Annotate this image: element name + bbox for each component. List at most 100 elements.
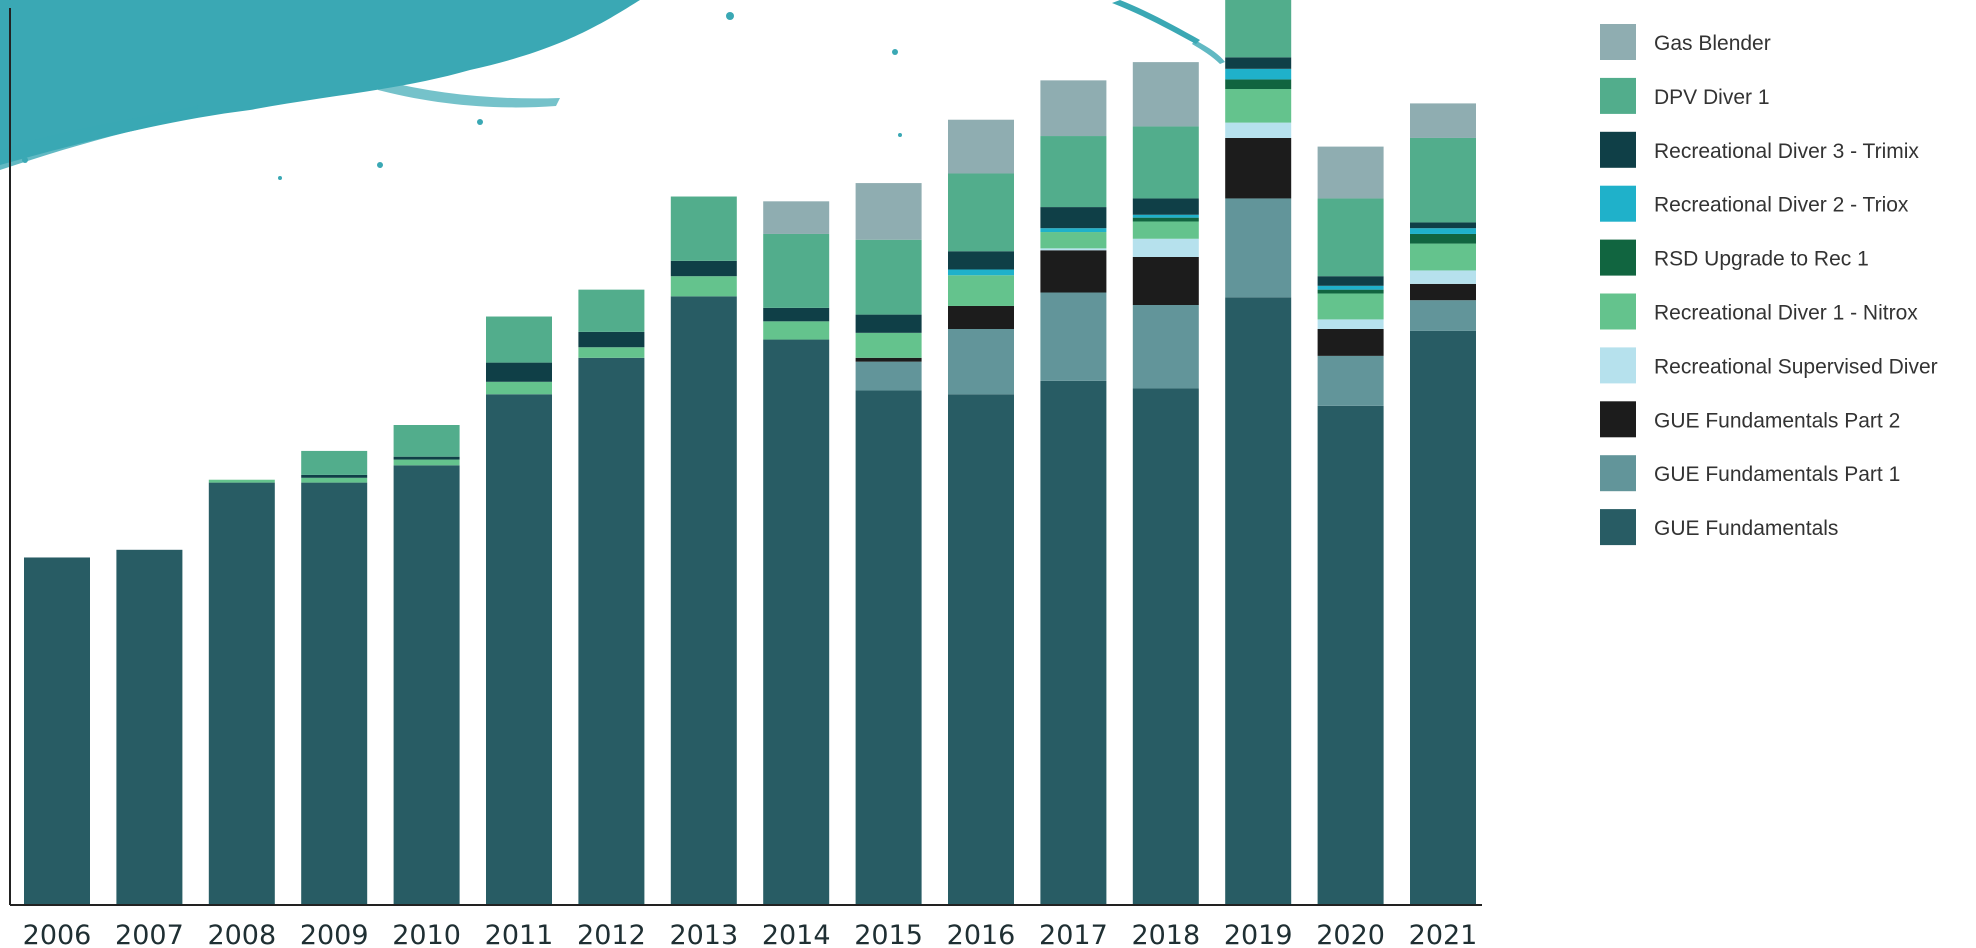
bar-segment-2011-0 — [486, 394, 552, 905]
bar-segment-2019-8 — [1225, 0, 1292, 58]
legend-swatch — [1600, 509, 1636, 546]
bar-segment-2020-0 — [1317, 405, 1384, 905]
bar-segment-2021-6 — [1410, 228, 1476, 234]
x-tick-label: 2009 — [300, 920, 369, 948]
bar-segment-2018-6 — [1132, 214, 1199, 218]
bar-segment-2010-8 — [393, 425, 460, 457]
legend-label: Recreational Supervised Diver — [1654, 355, 1938, 378]
bar-segment-2016-7 — [948, 251, 1014, 270]
bar-segment-2019-5 — [1225, 79, 1292, 89]
bar-segment-2015-7 — [855, 314, 922, 333]
legend-label: GUE Fundamentals — [1654, 517, 1838, 540]
bar-segment-2020-4 — [1317, 293, 1384, 320]
legend-swatch — [1600, 24, 1636, 60]
bar-segment-2014-0 — [763, 339, 830, 905]
axes — [9, 8, 1482, 906]
legend-item: GUE Fundamentals Part 2 — [1600, 401, 1900, 438]
bar-segment-2021-2 — [1410, 283, 1476, 301]
bar-segment-2021-7 — [1410, 222, 1476, 229]
bar-segment-2018-0 — [1132, 388, 1199, 905]
bar-segment-2015-0 — [855, 390, 922, 905]
bar-segment-2021-9 — [1410, 103, 1476, 138]
bar-segment-2009-7 — [301, 474, 368, 478]
bar-segment-2021-0 — [1410, 330, 1476, 905]
bar-segment-2013-8 — [670, 196, 737, 261]
bar-segment-2017-8 — [1040, 136, 1107, 208]
bar-segment-2019-7 — [1225, 57, 1292, 69]
legend-swatch — [1600, 185, 1636, 222]
legend-item: Recreational Diver 3 - Trimix — [1600, 131, 1919, 168]
legend-item: DPV Diver 1 — [1600, 77, 1770, 114]
bar-segment-2008-4 — [208, 479, 275, 483]
bar-segment-2015-9 — [855, 183, 922, 240]
bar-segment-2008-0 — [208, 482, 275, 905]
bar-segment-2010-0 — [393, 465, 460, 905]
x-tick-label: 2014 — [762, 920, 831, 948]
bar-segment-2018-2 — [1132, 257, 1199, 305]
bar-segment-2020-9 — [1317, 146, 1384, 199]
x-tick-label: 2015 — [854, 920, 923, 948]
bar-segment-2006-0 — [24, 557, 90, 905]
bar-segment-2012-7 — [578, 331, 645, 348]
bar-segment-2017-3 — [1040, 248, 1107, 251]
legend-label: GUE Fundamentals Part 2 — [1654, 409, 1900, 432]
bar-segment-2014-4 — [763, 321, 830, 340]
bar-segment-2016-8 — [948, 173, 1014, 252]
legend-item: RSD Upgrade to Rec 1 — [1600, 239, 1869, 276]
legend-swatch — [1600, 131, 1636, 168]
bar-segment-2020-1 — [1317, 355, 1384, 406]
bar-segment-2016-1 — [948, 329, 1014, 395]
bar-segment-2009-4 — [301, 477, 368, 483]
x-tick-label: 2020 — [1316, 920, 1385, 948]
x-tick-label: 2019 — [1224, 920, 1293, 948]
bar-segment-2017-4 — [1040, 232, 1107, 249]
legend-swatch — [1600, 455, 1636, 492]
bar-segment-2016-2 — [948, 305, 1014, 329]
bar-segment-2021-1 — [1410, 300, 1476, 331]
bar-segment-2017-7 — [1040, 207, 1107, 229]
x-tick-label: 2013 — [669, 920, 738, 948]
bar-segment-2018-4 — [1132, 221, 1199, 239]
x-tick-label: 2016 — [947, 920, 1016, 948]
legend-item: Recreational Diver 2 - Triox — [1600, 185, 1909, 222]
legend-label: Gas Blender — [1654, 32, 1771, 55]
bar-segment-2012-8 — [578, 289, 645, 332]
bar-segment-2020-7 — [1317, 276, 1384, 286]
bar-segment-2018-1 — [1132, 305, 1199, 389]
x-tick-label: 2010 — [392, 920, 461, 948]
bar-segment-2019-1 — [1225, 198, 1292, 298]
bar-segment-2017-9 — [1040, 80, 1107, 137]
legend-label: Recreational Diver 3 - Trimix — [1654, 140, 1919, 163]
bar-segment-2014-7 — [763, 307, 830, 322]
x-tick-label: 2008 — [207, 920, 276, 948]
bar-segment-2010-4 — [393, 459, 460, 466]
bar-segment-2007-0 — [116, 549, 183, 905]
bar-segment-2021-5 — [1410, 233, 1476, 244]
bar-segment-2018-7 — [1132, 198, 1199, 215]
bar-segment-2014-9 — [763, 201, 830, 234]
bar-segment-2018-5 — [1132, 217, 1199, 222]
x-tick-label: 2007 — [115, 920, 184, 948]
legend-item: Recreational Supervised Diver — [1600, 347, 1938, 384]
bar-segment-2019-2 — [1225, 137, 1292, 199]
bar-segment-2015-8 — [855, 239, 922, 315]
bar-segment-2009-8 — [301, 450, 368, 475]
legend: Gas Blender DPV Diver 1 Recreational Diver… — [1600, 24, 1938, 546]
bar-segment-2019-0 — [1225, 297, 1292, 905]
bar-segment-2018-8 — [1132, 126, 1199, 199]
legend-item: GUE Fundamentals Part 1 — [1600, 455, 1900, 492]
legend-label: Recreational Diver 2 - Triox — [1654, 194, 1909, 217]
bar-segment-2013-7 — [670, 260, 737, 277]
legend-swatch — [1600, 347, 1636, 384]
bar-segment-2021-3 — [1410, 270, 1476, 284]
legend-label: Recreational Diver 1 - Nitrox — [1654, 302, 1918, 325]
x-tick-label: 2021 — [1409, 920, 1478, 948]
x-tick-label: 2017 — [1039, 920, 1108, 948]
legend-label: GUE Fundamentals Part 1 — [1654, 463, 1900, 486]
bar-segment-2011-4 — [486, 381, 552, 395]
bar-segment-2019-4 — [1225, 89, 1292, 123]
bar-segment-2016-4 — [948, 275, 1014, 306]
legend-item: Recreational Diver 1 - Nitrox — [1600, 293, 1918, 330]
legend-item: Gas Blender — [1600, 24, 1771, 60]
legend-swatch — [1600, 239, 1636, 276]
